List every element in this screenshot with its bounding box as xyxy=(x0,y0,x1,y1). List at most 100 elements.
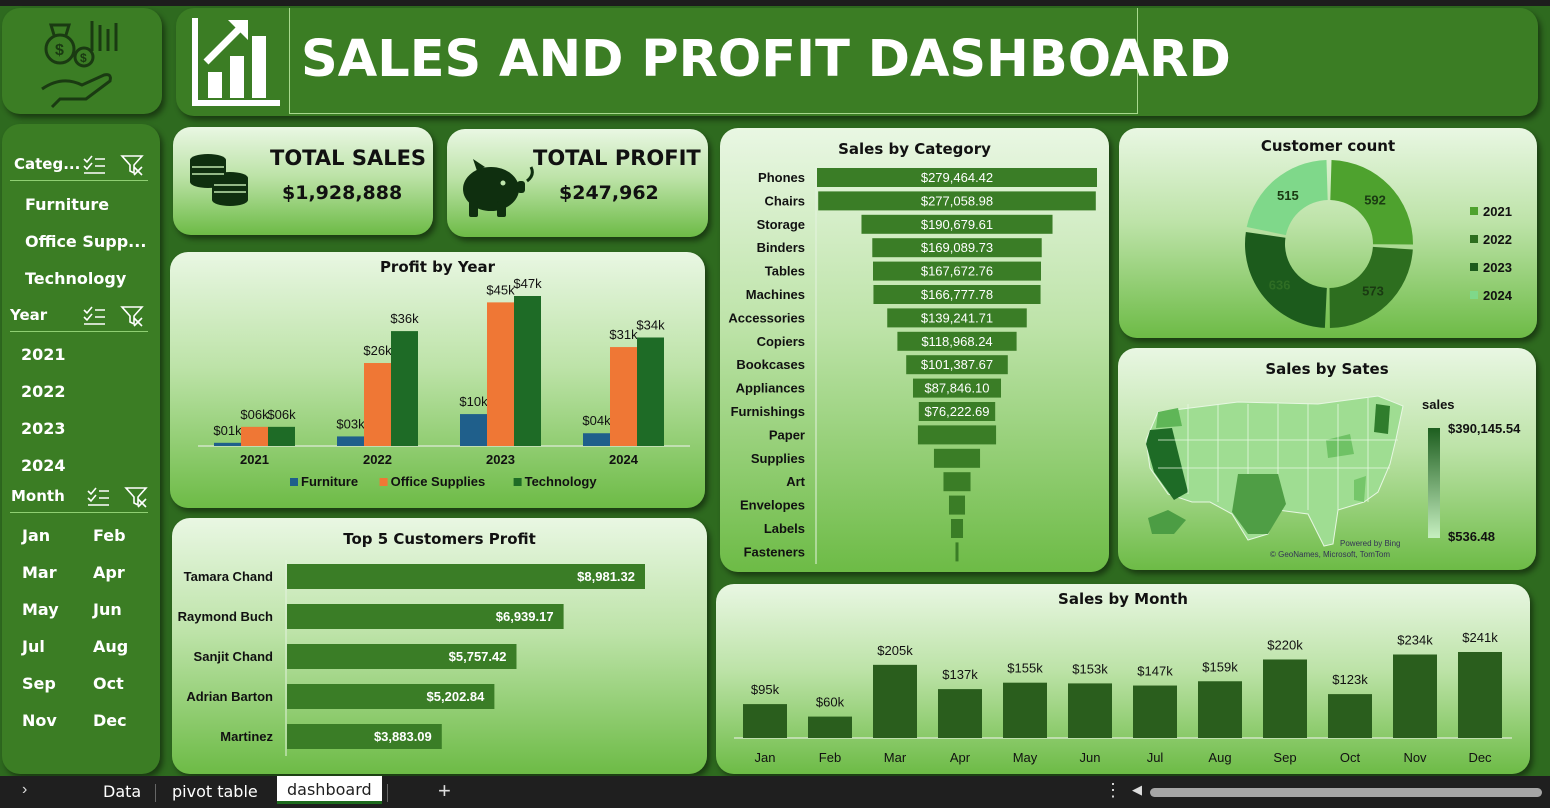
profit-data-label: $26k xyxy=(363,343,392,358)
donut-data-label: 515 xyxy=(1277,188,1299,203)
clear-filter-icon[interactable] xyxy=(124,487,148,508)
top5-tick-label: Adrian Barton xyxy=(186,689,273,704)
customer-count-chart: 592 2021 573 2022 636 2023 515 2024 xyxy=(1245,160,1513,328)
slicer-item-may[interactable]: May xyxy=(22,600,59,619)
tab-data[interactable]: Data xyxy=(103,782,142,801)
profit-data-label: $04k xyxy=(582,413,611,428)
multi-select-icon[interactable] xyxy=(83,155,105,174)
slicer-item-2021[interactable]: 2021 xyxy=(21,345,66,364)
sales-by-month-chart: $95k Jan $60k Feb $205k Mar $137k Apr $155k May $1… xyxy=(734,630,1512,765)
sales-by-category-chart: $279,464.42 Phones $277,058.98 Chairs $190,6… xyxy=(728,166,1097,564)
category-bar xyxy=(906,355,1008,375)
slicer-item-aug[interactable]: Aug xyxy=(93,637,129,656)
category-tick-label: Envelopes xyxy=(740,498,805,513)
category-tick-label: Furnishings xyxy=(731,404,805,419)
svg-text:$: $ xyxy=(80,51,87,65)
category-tick-label: Appliances xyxy=(736,381,805,396)
profit-data-label: $01k xyxy=(213,423,242,438)
profit-bar xyxy=(214,442,241,446)
add-sheet-button[interactable]: + xyxy=(438,778,451,803)
category-tick-label: Supplies xyxy=(751,451,805,466)
slicer-item-dec[interactable]: Dec xyxy=(93,711,127,730)
scroll-tabs-icon[interactable]: › xyxy=(22,781,28,798)
piggy-bank-icon xyxy=(463,159,534,217)
profit-bar xyxy=(241,426,268,446)
more-options-icon[interactable]: ⋮ xyxy=(1104,780,1122,800)
category-tick-label: Binders xyxy=(757,240,805,255)
category-tick-label: Bookcases xyxy=(736,357,805,372)
donut-legend-swatch xyxy=(1470,263,1478,271)
category-bar xyxy=(912,378,1002,398)
category-tick-label: Art xyxy=(786,474,805,489)
year-slicer-title: Year xyxy=(10,306,48,324)
clear-filter-icon[interactable] xyxy=(120,155,144,176)
slicer-item-sep[interactable]: Sep xyxy=(22,674,56,693)
profit-legend-label: Technology xyxy=(525,474,598,489)
slicer-item-oct[interactable]: Oct xyxy=(93,674,124,693)
category-bar xyxy=(897,331,1017,351)
month-data-label: $95k xyxy=(751,682,780,697)
slicer-item-2022[interactable]: 2022 xyxy=(21,382,66,401)
donut-slice xyxy=(1246,160,1328,236)
month-bar xyxy=(1458,652,1502,738)
category-bar xyxy=(872,238,1042,258)
top5-data-label: $3,883.09 xyxy=(374,729,432,744)
slicer-item-furniture[interactable]: Furniture xyxy=(25,195,110,214)
slicer-item-apr[interactable]: Apr xyxy=(93,563,125,582)
category-data-label: $279,464.42 xyxy=(921,170,993,185)
category-bar xyxy=(887,308,1027,328)
multi-select-icon[interactable] xyxy=(87,487,109,506)
month-data-label: $60k xyxy=(816,695,845,710)
slicer-item-feb[interactable]: Feb xyxy=(93,526,126,545)
slicer-item-technology[interactable]: Technology xyxy=(25,269,127,288)
map-credit: Powered by Bing xyxy=(1340,539,1401,548)
sales-by-states-panel: Sales by Sates sales $390,145.54 $536.48… xyxy=(1118,348,1536,570)
month-data-label: $137k xyxy=(942,667,978,682)
profit-bar xyxy=(514,296,541,446)
horizontal-scrollbar[interactable] xyxy=(1150,788,1542,797)
slicer-item-2024[interactable]: 2024 xyxy=(21,456,66,475)
header-banner: SALES AND PROFIT DASHBOARD xyxy=(176,8,1538,116)
month-tick-label: Nov xyxy=(1403,750,1427,765)
month-tick-label: Apr xyxy=(950,750,971,765)
category-bar xyxy=(948,495,966,515)
tab-dashboard[interactable]: dashboard xyxy=(277,776,382,804)
profit-by-year-title: Profit by Year xyxy=(379,258,496,276)
category-data-label: $87,846.10 xyxy=(924,381,989,396)
category-tick-label: Fasteners xyxy=(744,544,805,559)
slicer-item-jul[interactable]: Jul xyxy=(22,637,45,656)
category-slicer-controls xyxy=(82,154,144,176)
slicer-item-office-supplies[interactable]: Office Supp... xyxy=(25,232,147,251)
category-data-label: $76,222.69 xyxy=(924,404,989,419)
category-tick-label: Labels xyxy=(764,521,805,536)
slicer-item-jun[interactable]: Jun xyxy=(93,600,122,619)
top5-tick-label: Tamara Chand xyxy=(184,569,273,584)
page-title: SALES AND PROFIT DASHBOARD xyxy=(301,30,1231,89)
profit-data-label: $06k xyxy=(240,407,269,422)
tab-pivot-table[interactable]: pivot table xyxy=(172,782,258,801)
profit-data-label: $36k xyxy=(390,311,419,326)
top5-customers-panel: Top 5 Customers Profit $8,981.32 Tamara C… xyxy=(172,518,707,774)
column-header-strip xyxy=(0,0,1550,6)
slicer-item-2023[interactable]: 2023 xyxy=(21,419,66,438)
month-bar xyxy=(1328,694,1372,738)
profit-tick-label: 2022 xyxy=(363,452,392,467)
slicer-item-mar[interactable]: Mar xyxy=(22,563,57,582)
top5-customers-title: Top 5 Customers Profit xyxy=(343,530,536,548)
month-data-label: $153k xyxy=(1072,661,1108,676)
clear-filter-icon[interactable] xyxy=(120,306,144,327)
category-tick-label: Accessories xyxy=(728,310,805,325)
category-data-label: $277,058.98 xyxy=(921,193,993,208)
sales-by-category-panel: Sales by Category $279,464.42 Phones $277,… xyxy=(720,128,1109,572)
us-map[interactable] xyxy=(1128,384,1428,564)
slicer-item-jan[interactable]: Jan xyxy=(22,526,51,545)
profit-data-label: $06k xyxy=(267,407,296,422)
multi-select-icon[interactable] xyxy=(83,306,105,325)
scroll-left-icon[interactable]: ◀ xyxy=(1132,782,1142,797)
top5-tick-label: Raymond Buch xyxy=(178,609,273,624)
donut-data-label: 573 xyxy=(1362,283,1384,298)
customer-count-title: Customer count xyxy=(1260,137,1396,155)
profit-tick-label: 2021 xyxy=(240,452,269,467)
category-slicer-title: Categ... xyxy=(14,155,81,173)
slicer-item-nov[interactable]: Nov xyxy=(22,711,57,730)
